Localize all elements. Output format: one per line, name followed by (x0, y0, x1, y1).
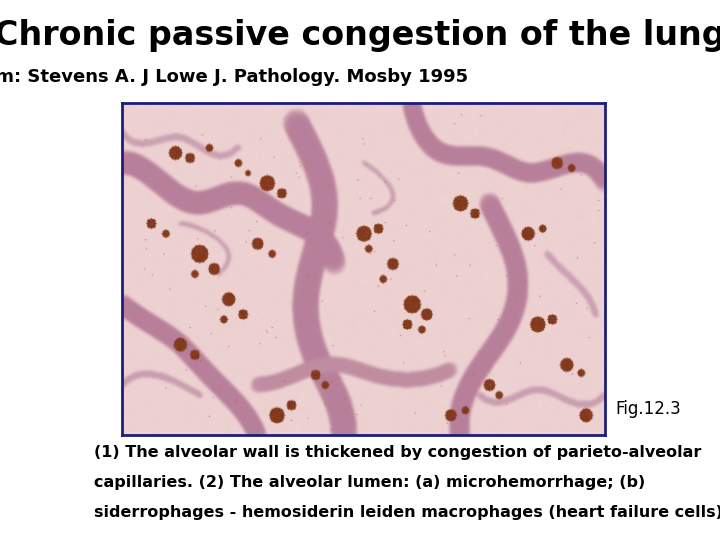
Text: Fig.12.3: Fig.12.3 (616, 401, 681, 418)
Text: capillaries. (2) The alveolar lumen: (a) microhemorrhage; (b): capillaries. (2) The alveolar lumen: (a)… (94, 475, 645, 490)
Text: siderrophages - hemosiderin leiden macrophages (heart failure cells);: siderrophages - hemosiderin leiden macro… (94, 505, 720, 520)
Text: Chronic passive congestion of the lung: Chronic passive congestion of the lung (0, 19, 720, 52)
Text: From: Stevens A. J Lowe J. Pathology. Mosby 1995: From: Stevens A. J Lowe J. Pathology. Mo… (0, 68, 469, 85)
Text: (1) The alveolar wall is thickened by congestion of parieto-alveolar: (1) The alveolar wall is thickened by co… (94, 446, 701, 461)
